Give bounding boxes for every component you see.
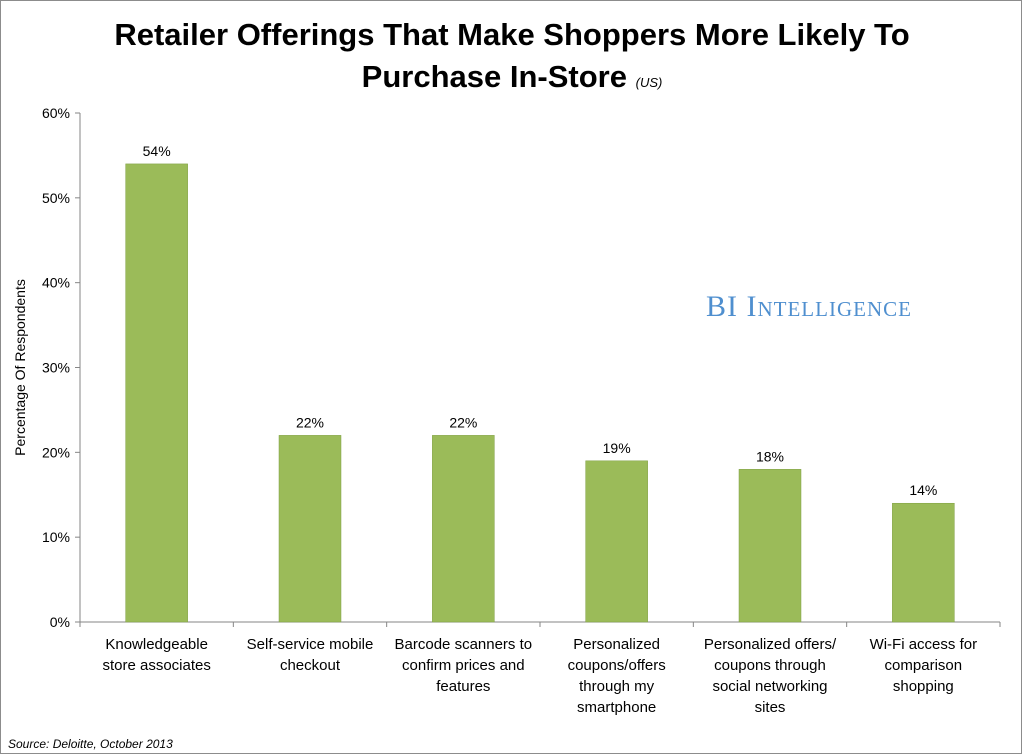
category-label-line: coupons through (714, 657, 826, 674)
bar (125, 163, 188, 623)
category-label-line: features (436, 678, 490, 695)
category-label-line: confirm prices and (402, 657, 525, 674)
bar-value-label: 14% (909, 482, 937, 498)
y-tick-label: 60% (42, 105, 70, 121)
bar-value-label: 18% (756, 448, 784, 464)
category-label-line: smartphone (577, 699, 656, 716)
category-label-line: Personalized (573, 636, 660, 653)
category-label: Knowledgeable store associates (102, 636, 210, 674)
source-note: Source: Deloitte, October 2013 (8, 737, 173, 751)
y-tick-label: 10% (42, 529, 70, 545)
category-label-line: Knowledgeable (105, 636, 208, 653)
category-label-line: Barcode scanners to (395, 636, 533, 653)
y-tick-label: 20% (42, 444, 70, 460)
bar (892, 502, 955, 623)
bar (432, 435, 495, 623)
category-label-line: checkout (280, 657, 341, 674)
category-label-line: Personalized offers/ (704, 636, 837, 653)
bar-value-label: 54% (143, 143, 171, 159)
category-label: Personalized offers/coupons through socia… (704, 636, 837, 716)
title-main: Purchase In-Store (361, 59, 627, 94)
category-label-line: comparison (885, 657, 963, 674)
bar-value-label: 22% (449, 414, 477, 430)
category-label-line: Wi-Fi access for (870, 636, 978, 653)
y-tick-label: 40% (42, 275, 70, 291)
category-label: Personalized coupons/offers through my smar… (568, 636, 666, 716)
y-tick-label: 50% (42, 190, 70, 206)
category-label-line: through my (579, 678, 655, 695)
category-label-line: shopping (893, 678, 954, 695)
bar-value-label: 19% (603, 440, 631, 456)
y-axis-title: Percentage Of Respondents (12, 279, 28, 456)
bar (738, 469, 802, 623)
category-label: Barcode scanners to confirm prices and fea… (395, 636, 533, 695)
category-label: Wi-Fi access for comparison shopping (870, 636, 978, 695)
title-line-1: Retailer Offerings That Make Shoppers Mo… (114, 17, 910, 52)
chart-title: Retailer Offerings That Make Shoppers Mo… (0, 14, 1024, 104)
category-label-line: coupons/offers (568, 657, 666, 674)
category-label: Self-service mobile checkout (247, 636, 374, 674)
category-label-line: sites (755, 699, 786, 716)
bi-intelligence-watermark: BI Intelligence (706, 290, 912, 323)
y-tick-label: 30% (42, 360, 70, 376)
title-line-2: Purchase In-Store (US) (0, 56, 1024, 104)
y-tick-label: 0% (50, 614, 70, 630)
category-label-line: social networking (712, 678, 827, 695)
bar (278, 435, 342, 623)
title-region: (US) (635, 75, 663, 90)
category-label-line: store associates (102, 657, 210, 674)
category-label-line: Self-service mobile (247, 636, 374, 653)
bar (585, 460, 648, 623)
bar-value-label: 22% (296, 414, 324, 430)
